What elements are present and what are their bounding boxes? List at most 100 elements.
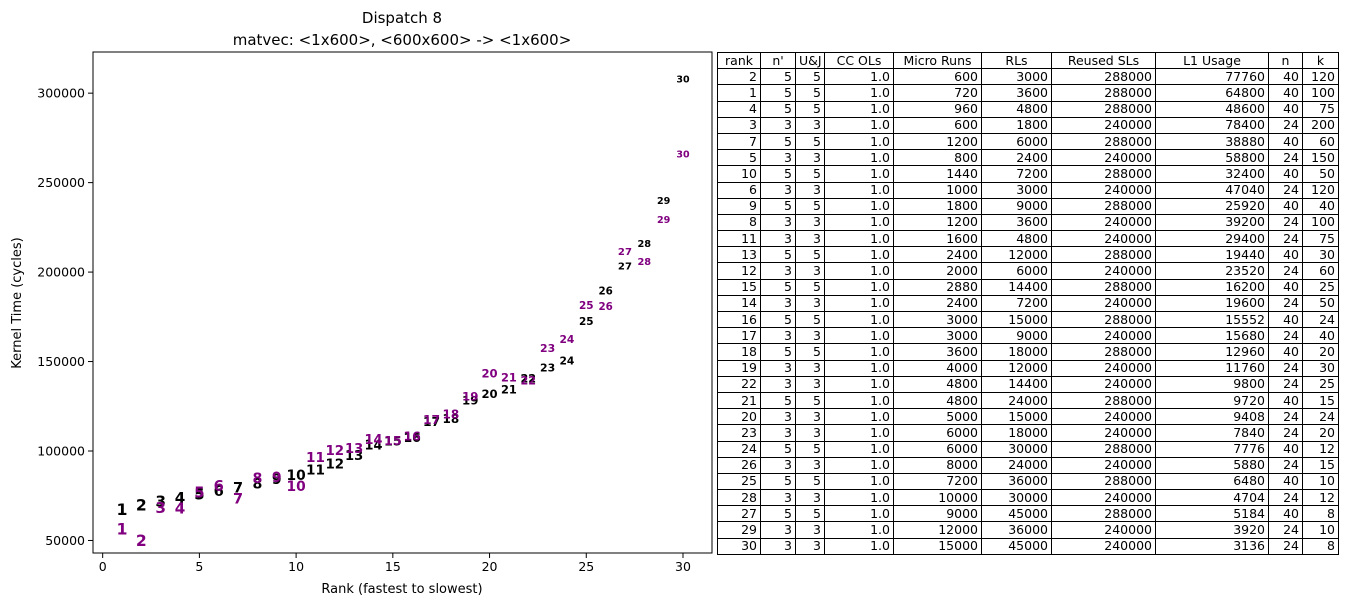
data-point-label: 29	[657, 215, 671, 226]
table-cell: 3	[760, 181, 796, 199]
table-cell: 40	[1268, 391, 1303, 410]
table-cell: 40	[1268, 197, 1303, 215]
table-cell: 15000	[981, 408, 1052, 426]
table-cell: 24	[1268, 537, 1303, 555]
table-row: 27 5 5 1.0 9000 45000 288000 5184 40 8	[717, 505, 1339, 523]
table-cell: 3	[760, 424, 796, 442]
table-cell: 20	[717, 408, 761, 426]
table-cell: 26	[717, 456, 761, 474]
table-cell: 15	[1302, 456, 1339, 474]
table-cell: 15680	[1155, 327, 1269, 345]
table-cell: 30	[717, 537, 761, 555]
table-cell: 4800	[981, 230, 1052, 248]
table-cell: 3	[760, 116, 796, 134]
table-cell: 5	[760, 440, 796, 458]
plot-frame	[92, 51, 713, 554]
table-cell: 3	[760, 521, 796, 539]
table-cell: 4800	[893, 391, 982, 410]
table-cell: 288000	[1051, 68, 1156, 86]
data-point-label: 27	[618, 261, 632, 272]
data-point-label: 12	[325, 457, 344, 472]
table-row: 18 5 5 1.0 3600 18000 288000 12960 40 20	[717, 343, 1339, 361]
table-cell: 3	[760, 262, 796, 280]
data-point-label: 25	[579, 300, 594, 312]
x-tick-label: 15	[385, 559, 401, 574]
table-cell: 19600	[1155, 294, 1269, 313]
data-point-label: 19	[462, 390, 478, 404]
data-point-label: 28	[637, 257, 651, 268]
table-cell: 5	[760, 84, 796, 102]
table-cell: 15	[1302, 391, 1339, 410]
table-cell: 240000	[1051, 262, 1156, 280]
table-row: 6 3 3 1.0 1000 3000 240000 47040 24 120	[717, 181, 1339, 199]
table-row: 5 3 3 1.0 800 2400 240000 58800 24 150	[717, 149, 1339, 167]
table-cell: 5	[795, 246, 825, 264]
table-cell: 1.0	[824, 310, 894, 329]
table-cell: 3	[760, 213, 796, 232]
table-cell: 2000	[893, 262, 982, 280]
table-cell: 4	[717, 100, 761, 118]
table-cell: 1.0	[824, 246, 894, 264]
table-cell: 1.0	[824, 408, 894, 426]
table-cell: 28	[717, 489, 761, 507]
table-cell: 1	[717, 84, 761, 102]
table-cell: 20	[1302, 424, 1339, 442]
table-cell: 40	[1268, 472, 1303, 491]
table-cell: 11760	[1155, 359, 1269, 377]
table-cell: 288000	[1051, 440, 1156, 458]
table-cell: 24000	[981, 391, 1052, 410]
data-point-label: 19	[462, 393, 478, 407]
table-cell: 6000	[893, 424, 982, 442]
table-row: 20 3 3 1.0 5000 15000 240000 9408 24 24	[717, 408, 1339, 426]
table-cell: 6000	[981, 262, 1052, 280]
table-cell: 288000	[1051, 505, 1156, 523]
table-row: 7 5 5 1.0 1200 6000 288000 38880 40 60	[717, 132, 1339, 151]
table-cell: 240000	[1051, 537, 1156, 555]
data-point-label: 5	[194, 484, 204, 502]
table-cell: 5	[760, 505, 796, 523]
table-cell: 60	[1302, 262, 1339, 280]
table-cell: 17	[717, 327, 761, 345]
table-cell: 5	[795, 310, 825, 329]
run-parameters-table: rank n' U&J CC OLs Micro Runs RLs Reused SLs L1…	[717, 51, 1339, 555]
data-point-label: 23	[540, 362, 555, 375]
table-cell: 4704	[1155, 489, 1269, 507]
table-cell: 5	[795, 197, 825, 215]
table-row: 25 5 5 1.0 7200 36000 288000 6480 40 10	[717, 472, 1339, 491]
table-cell: 40	[1268, 310, 1303, 329]
table-cell: 24	[1268, 116, 1303, 134]
table-cell: 1.0	[824, 262, 894, 280]
table-cell: 120	[1302, 181, 1339, 199]
data-point-label: 17	[423, 413, 440, 427]
data-point-label: 10	[287, 479, 306, 495]
column-header: CC OLs	[824, 51, 894, 70]
table-cell: 5184	[1155, 505, 1269, 523]
table-cell: 1440	[893, 165, 982, 183]
table-row: 4 5 5 1.0 960 4800 288000 48600 40 75	[717, 100, 1339, 118]
table-cell: 1.0	[824, 375, 894, 393]
table-cell: 24	[1302, 408, 1339, 426]
table-cell: 36000	[981, 472, 1052, 491]
table-cell: 9408	[1155, 408, 1269, 426]
table-cell: 100	[1302, 213, 1339, 232]
table-row: 10 5 5 1.0 1440 7200 288000 32400 40 50	[717, 165, 1339, 183]
table-cell: 30	[1302, 359, 1339, 377]
table-row: 15 5 5 1.0 2880 14400 288000 16200 40 25	[717, 278, 1339, 296]
table-cell: 1.0	[824, 505, 894, 523]
table-cell: 5	[795, 278, 825, 296]
table-cell: 12000	[981, 359, 1052, 377]
table-cell: 720	[893, 84, 982, 102]
data-point-label: 11	[306, 463, 325, 479]
table-cell: 3000	[893, 327, 982, 345]
table-row: 22 3 3 1.0 4800 14400 240000 9800 24 25	[717, 375, 1339, 393]
table-cell: 3920	[1155, 521, 1269, 539]
data-point-label: 17	[423, 415, 440, 429]
table-cell: 1.0	[824, 213, 894, 232]
table-cell: 45000	[981, 505, 1052, 523]
table-cell: 1.0	[824, 537, 894, 555]
table-cell: 29400	[1155, 230, 1269, 248]
table-cell: 288000	[1051, 165, 1156, 183]
table-cell: 24000	[981, 456, 1052, 474]
table-cell: 3	[760, 359, 796, 377]
table-row: 26 3 3 1.0 8000 24000 240000 5880 24 15	[717, 456, 1339, 474]
